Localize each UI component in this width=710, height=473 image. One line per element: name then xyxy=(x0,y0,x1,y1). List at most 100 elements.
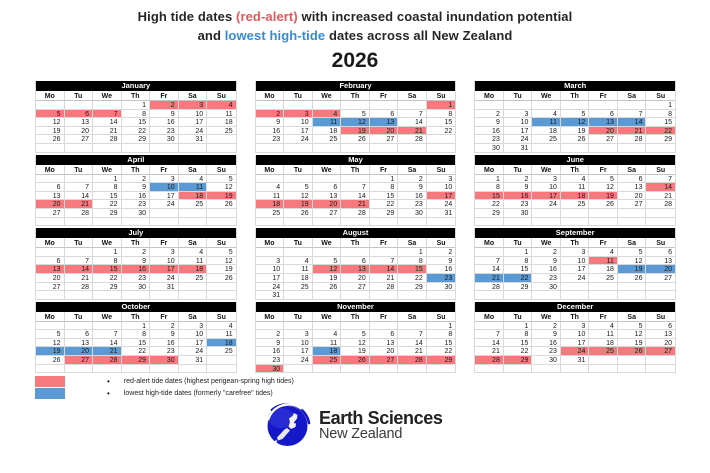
page-title-line1: High tide dates (red-alert) with increas… xyxy=(0,7,710,26)
day-cell: 10 xyxy=(426,183,456,192)
calendar-grid: January Mo Tu We Th Fr Sa Su 1 2 3 4 5 6 7 8 9 10 11 12 13 14… xyxy=(35,81,676,374)
day-cell: 3 xyxy=(560,321,590,331)
dow-header-th: Th xyxy=(121,164,151,175)
day-cell-red-alert: 14 xyxy=(369,265,399,274)
day-cell-empty xyxy=(284,291,313,300)
dow-header-sa: Sa xyxy=(617,311,647,322)
dow-header-tu: Tu xyxy=(503,238,533,249)
day-cell-empty xyxy=(284,143,313,153)
day-cell: 15 xyxy=(426,118,456,127)
day-cell-red-alert: 27 xyxy=(646,347,675,357)
dow-header-sa: Sa xyxy=(178,311,208,322)
day-cell: 15 xyxy=(503,338,533,348)
day-cell: 13 xyxy=(312,191,342,201)
day-cell: 2 xyxy=(475,109,504,119)
dow-header-mo: Mo xyxy=(36,164,65,175)
dow-header-we: We xyxy=(312,238,342,249)
day-cell: 3 xyxy=(255,256,285,266)
day-cell-red-alert: 26 xyxy=(341,356,370,365)
day-cell-red-alert: 12 xyxy=(312,265,342,274)
dow-header-sa: Sa xyxy=(617,238,647,249)
day-cell: 9 xyxy=(255,338,285,348)
month-march: March Mo Tu We Th Fr Sa Su 1 2 3 4 5 6 7 8 9 10 11 12 13 14 15… xyxy=(474,81,676,153)
day-cell-lowest-tide: 18 xyxy=(207,338,236,348)
day-cell: 23 xyxy=(150,126,179,136)
day-cell: 31 xyxy=(178,356,208,365)
dow-header-th: Th xyxy=(341,238,370,249)
day-cell: 2 xyxy=(532,248,561,257)
day-cell-empty xyxy=(150,364,179,374)
day-cell: 25 xyxy=(589,273,618,283)
dow-header-th: Th xyxy=(121,311,151,322)
day-cell-empty xyxy=(532,291,561,300)
day-cell: 8 xyxy=(426,110,456,119)
day-cell-empty xyxy=(341,291,370,300)
day-cell-empty xyxy=(617,217,647,227)
day-cell: 7 xyxy=(369,256,399,266)
day-cell: 16 xyxy=(255,126,285,136)
dow-header-fr: Fr xyxy=(150,238,179,249)
day-cell-empty xyxy=(560,291,590,300)
day-cell: 14 xyxy=(341,191,370,201)
day-cell: 13 xyxy=(646,330,675,339)
logo-name: Earth Sciences xyxy=(319,407,443,428)
day-cell: 15 xyxy=(426,339,456,348)
day-cell-empty xyxy=(369,291,399,300)
dow-header-th: Th xyxy=(121,238,151,249)
dow-header-sa: Sa xyxy=(398,238,427,249)
day-cell: 8 xyxy=(121,330,151,339)
day-cell: 19 xyxy=(617,338,647,348)
day-cell-red-alert: 30 xyxy=(255,364,285,374)
day-cell-lowest-tide: 21 xyxy=(93,347,122,357)
day-cell-empty xyxy=(207,144,236,153)
day-cell-empty xyxy=(475,101,504,110)
month-title: July xyxy=(36,228,236,239)
day-cell-red-alert: 15 xyxy=(93,265,122,274)
dow-header-su: Su xyxy=(646,165,675,175)
day-cell: 25 xyxy=(312,135,342,144)
day-cell: 3 xyxy=(426,175,456,184)
day-cell: 19 xyxy=(312,273,342,283)
day-cell: 25 xyxy=(255,208,285,218)
day-cell: 6 xyxy=(312,183,342,192)
day-cell-empty xyxy=(503,291,533,300)
day-cell: 24 xyxy=(426,200,456,209)
dow-header-tu: Tu xyxy=(284,164,313,175)
day-cell: 7 xyxy=(64,183,94,192)
day-cell-empty xyxy=(207,365,236,374)
day-cell-lowest-tide: 10 xyxy=(150,183,179,192)
day-cell: 9 xyxy=(150,109,179,119)
day-cell-empty xyxy=(398,217,427,227)
day-cell: 27 xyxy=(646,274,675,283)
day-cell-empty xyxy=(560,364,590,374)
month-days: 1 2 3 4 5 6 7 8 9 10 11 12 13 14 15 16 17 18 19 20 21 22 23 24 2… xyxy=(36,101,236,153)
day-cell: 1 xyxy=(93,248,122,257)
day-cell-empty xyxy=(369,217,399,227)
day-cell: 10 xyxy=(178,330,208,339)
day-cell-red-alert: 21 xyxy=(341,200,370,209)
day-cell: 10 xyxy=(503,118,533,127)
day-cell: 20 xyxy=(369,347,399,357)
day-cell: 30 xyxy=(503,208,533,218)
day-cell: 4 xyxy=(178,174,208,184)
day-cell: 4 xyxy=(255,183,285,192)
title-line1-post: with increased coastal inundation potent… xyxy=(297,9,573,24)
day-cell: 24 xyxy=(560,273,590,283)
day-cell-red-alert: 14 xyxy=(64,265,94,274)
day-cell: 20 xyxy=(617,191,647,201)
day-cell-lowest-tide: 11 xyxy=(312,118,342,127)
day-cell: 18 xyxy=(589,265,618,274)
day-cell: 9 xyxy=(150,330,179,339)
day-cell-empty xyxy=(284,174,313,184)
day-cell: 3 xyxy=(284,330,313,339)
month-november: November Mo Tu We Th Fr Sa Su 1 2 3 4 5 6 7 8 9 10 11 12 13 1… xyxy=(254,301,457,374)
dow-header-fr: Fr xyxy=(369,311,399,322)
day-cell: 14 xyxy=(475,338,504,348)
day-cell-empty xyxy=(312,143,342,153)
day-cell-red-alert: 20 xyxy=(36,200,65,209)
dow-header-tu: Tu xyxy=(64,311,94,322)
day-cell-empty xyxy=(646,209,675,218)
day-cell: 27 xyxy=(36,208,65,218)
day-cell: 8 xyxy=(398,256,427,266)
dow-header-tu: Tu xyxy=(503,164,533,175)
